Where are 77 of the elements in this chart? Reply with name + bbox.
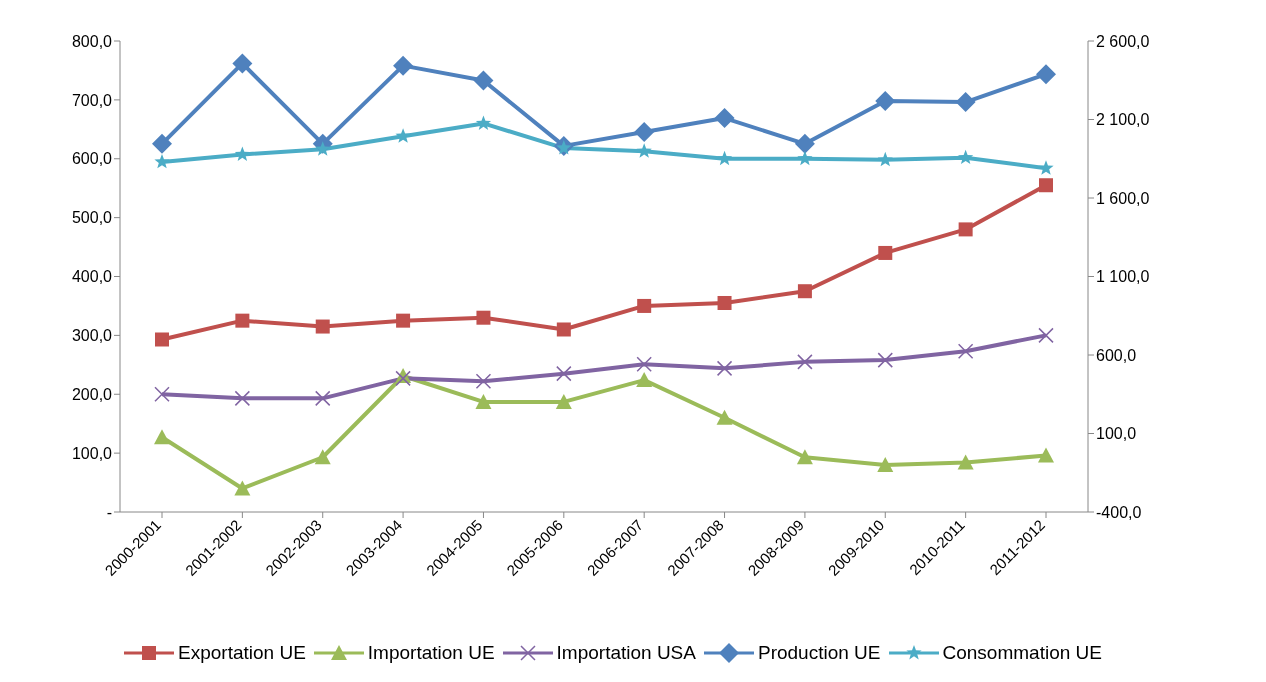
point bbox=[1038, 447, 1054, 463]
y-tick-label: 800,0 bbox=[71, 32, 113, 50]
point bbox=[796, 449, 813, 465]
point bbox=[235, 313, 250, 328]
point bbox=[476, 310, 491, 325]
point bbox=[152, 133, 172, 154]
point bbox=[797, 150, 813, 166]
point bbox=[1036, 64, 1056, 85]
point bbox=[475, 115, 492, 130]
point bbox=[957, 454, 974, 470]
point bbox=[878, 245, 893, 260]
y-tick-label: 400,0 bbox=[71, 268, 113, 286]
point bbox=[475, 373, 492, 390]
legend-label: Exportation UE bbox=[178, 642, 306, 664]
legend-label: Consommation UE bbox=[942, 642, 1102, 664]
point bbox=[314, 390, 331, 407]
point bbox=[473, 70, 494, 91]
point bbox=[556, 322, 571, 337]
point bbox=[314, 449, 331, 465]
point bbox=[155, 332, 169, 347]
point bbox=[958, 149, 974, 165]
point bbox=[958, 222, 973, 237]
point bbox=[634, 122, 655, 143]
point bbox=[716, 409, 733, 425]
point bbox=[794, 133, 815, 154]
y2-tick-label: 1 100,0 bbox=[1096, 268, 1150, 286]
point bbox=[555, 393, 572, 409]
y-tick-label: 700,0 bbox=[71, 91, 113, 109]
point bbox=[556, 140, 572, 155]
point bbox=[154, 386, 170, 402]
y2-tick-label: 1 600,0 bbox=[1096, 189, 1150, 207]
point bbox=[716, 150, 733, 166]
y-tick-label: 600,0 bbox=[71, 150, 113, 168]
point bbox=[636, 356, 652, 372]
point bbox=[1039, 178, 1053, 193]
point bbox=[716, 360, 733, 377]
y-tick-label: 200,0 bbox=[71, 385, 113, 403]
point bbox=[1038, 160, 1054, 175]
point bbox=[315, 319, 330, 334]
y-tick-label: - bbox=[106, 503, 112, 521]
y2-tick-label: -400,0 bbox=[1096, 503, 1142, 521]
point bbox=[154, 153, 170, 169]
y-tick-label: 300,0 bbox=[71, 327, 113, 345]
point bbox=[637, 298, 652, 313]
point bbox=[396, 313, 411, 328]
point bbox=[955, 92, 976, 113]
y2-tick-label: 2 100,0 bbox=[1096, 111, 1150, 129]
point bbox=[714, 108, 735, 129]
y-tick-label: 100,0 bbox=[71, 444, 113, 462]
point bbox=[636, 143, 652, 158]
point bbox=[154, 429, 170, 445]
point bbox=[232, 53, 253, 74]
point bbox=[877, 456, 894, 472]
point bbox=[556, 365, 572, 382]
point bbox=[717, 295, 732, 310]
legend-label: Importation USA bbox=[556, 642, 696, 664]
point bbox=[395, 128, 411, 143]
point bbox=[234, 480, 251, 496]
legend-label: Production UE bbox=[757, 642, 881, 664]
point bbox=[234, 146, 250, 161]
point bbox=[475, 393, 492, 409]
point bbox=[395, 370, 411, 387]
legend-label: Importation UE bbox=[367, 642, 495, 664]
point bbox=[797, 284, 812, 299]
y2-tick-label: 100,0 bbox=[1096, 425, 1137, 443]
y-tick-label: 500,0 bbox=[71, 209, 113, 227]
point bbox=[957, 343, 974, 360]
point bbox=[234, 390, 251, 407]
point bbox=[875, 90, 896, 111]
point bbox=[1038, 327, 1054, 344]
point bbox=[877, 151, 893, 167]
point bbox=[393, 55, 414, 76]
point bbox=[636, 372, 653, 388]
point bbox=[797, 354, 813, 370]
y2-tick-label: 600,0 bbox=[1096, 346, 1137, 364]
point bbox=[877, 352, 894, 368]
y2-tick-label: 2 600,0 bbox=[1096, 32, 1150, 50]
